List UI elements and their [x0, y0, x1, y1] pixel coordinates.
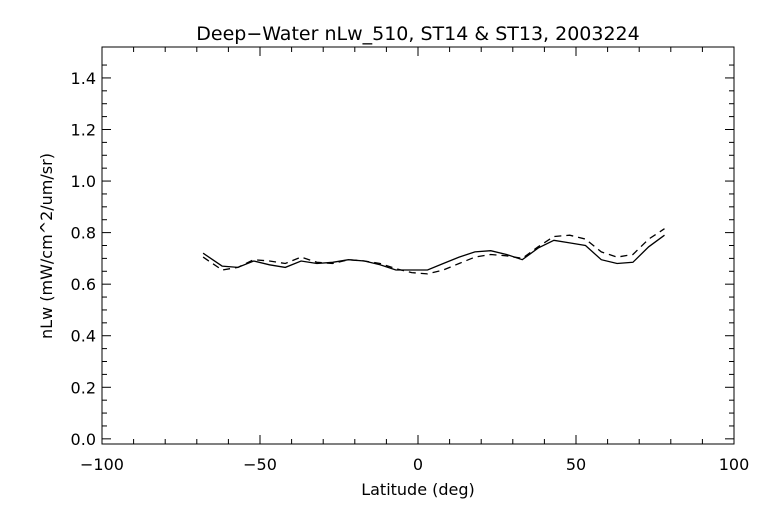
y-tick-label: 0.6: [71, 275, 96, 294]
tick-labels: −100 −50 0 50 100 0.0 0.2 0.4 0.6 0.8 1.0 1.2 1.4: [71, 69, 750, 474]
x-tick-label: 50: [566, 455, 586, 474]
x-tick-label: 100: [719, 455, 750, 474]
chart-title: Deep−Water nLw_510, ST14 & ST13, 2003224: [196, 23, 640, 45]
y-axis-label: nLw (mW/cm^2/um/sr): [37, 153, 56, 339]
y-tick-label: 1.4: [71, 69, 96, 88]
series-solid-line: [202, 234, 665, 271]
y-tick-label: 1.0: [71, 172, 96, 191]
y-tick-label: 1.2: [71, 120, 96, 139]
x-axis-label: Latitude (deg): [361, 480, 475, 499]
plot-frame: [101, 46, 735, 445]
y-tick-label: 0.4: [71, 327, 96, 346]
series-dashed-line: [202, 228, 665, 275]
y-tick-label: 0.2: [71, 378, 96, 397]
x-tick-label: 0: [413, 455, 423, 474]
series-lines: [202, 228, 665, 275]
x-tick-label: −50: [243, 455, 277, 474]
y-tick-label: 0.0: [71, 430, 96, 449]
x-tick-label: −100: [80, 455, 124, 474]
y-tick-label: 0.8: [71, 224, 96, 243]
axis-ticks: [101, 47, 735, 444]
